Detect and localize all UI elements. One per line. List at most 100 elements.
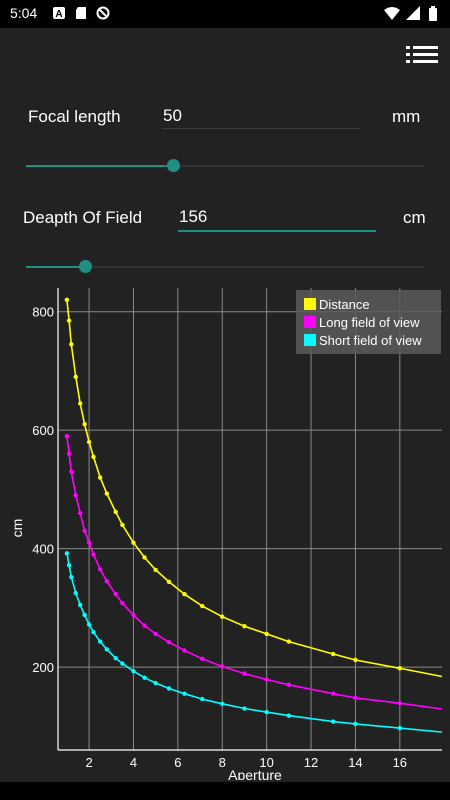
legend-swatch bbox=[304, 298, 316, 310]
wifi-icon bbox=[384, 7, 400, 20]
data-point bbox=[200, 656, 205, 661]
data-point bbox=[82, 612, 87, 618]
data-point bbox=[86, 540, 92, 545]
y-tick-label: 200 bbox=[32, 660, 54, 675]
data-point bbox=[104, 647, 110, 652]
data-point bbox=[69, 342, 74, 347]
data-point bbox=[182, 592, 187, 597]
data-point bbox=[64, 551, 70, 556]
data-point bbox=[97, 639, 103, 644]
status-bar: 5:04 A bbox=[0, 0, 450, 28]
data-point bbox=[264, 709, 269, 715]
list-menu-icon[interactable] bbox=[404, 44, 440, 66]
data-point bbox=[153, 680, 158, 686]
depth-of-field-input-underline bbox=[178, 230, 376, 232]
depth-of-field-label: Deapth Of Field bbox=[23, 208, 143, 227]
data-point bbox=[353, 721, 358, 727]
depth-of-field-slider-thumb[interactable] bbox=[79, 260, 93, 273]
data-point bbox=[353, 695, 358, 701]
data-point bbox=[120, 522, 125, 528]
data-point bbox=[200, 603, 205, 609]
data-point bbox=[66, 563, 72, 568]
focal-length-input[interactable]: 50 bbox=[163, 106, 182, 125]
data-point bbox=[242, 671, 247, 676]
data-point bbox=[131, 612, 136, 618]
depth-of-field-input[interactable]: 156 bbox=[179, 207, 208, 226]
data-point bbox=[64, 297, 70, 303]
chart-legend: Distance Long field of view Short field of… bbox=[296, 290, 441, 354]
data-point bbox=[220, 664, 225, 669]
x-tick-label: 14 bbox=[348, 755, 362, 770]
data-point bbox=[77, 602, 83, 608]
focal-length-slider-thumb[interactable] bbox=[166, 159, 180, 172]
data-point bbox=[97, 475, 103, 480]
series-2 bbox=[64, 551, 443, 733]
chart-series bbox=[64, 297, 443, 733]
data-point bbox=[242, 706, 247, 711]
data-point bbox=[182, 691, 187, 696]
series-line bbox=[66, 553, 400, 729]
x-tick-label: 8 bbox=[219, 755, 226, 770]
data-point bbox=[264, 677, 269, 682]
legend-box bbox=[296, 290, 441, 354]
data-point bbox=[286, 713, 292, 718]
data-point bbox=[82, 422, 87, 427]
data-point bbox=[66, 318, 72, 323]
x-tick-label: 6 bbox=[174, 755, 181, 770]
y-tick-label: 400 bbox=[32, 542, 54, 557]
data-point bbox=[77, 510, 83, 516]
data-point bbox=[64, 433, 70, 439]
data-point bbox=[131, 669, 136, 674]
battery-icon bbox=[429, 6, 437, 21]
focal-length-label: Focal length bbox=[28, 107, 121, 126]
svg-text:A: A bbox=[55, 9, 62, 20]
data-point bbox=[86, 439, 92, 445]
data-point bbox=[153, 631, 158, 637]
focal-length-unit: mm bbox=[392, 107, 421, 126]
data-point bbox=[353, 657, 358, 663]
data-point bbox=[113, 655, 118, 661]
series-1 bbox=[64, 433, 443, 710]
x-tick-label: 12 bbox=[304, 755, 318, 770]
chart-axes: 2 4 6 8 10 12 14 16 200 400 600 800 Aperture cm bbox=[9, 288, 442, 780]
focal-length-input-underline bbox=[162, 128, 360, 129]
data-point bbox=[120, 600, 125, 606]
x-axis-title: Aperture bbox=[228, 767, 282, 780]
legend-label: Distance bbox=[319, 297, 370, 312]
sd-card-icon bbox=[76, 7, 86, 19]
series-line-tail bbox=[399, 667, 443, 678]
data-point bbox=[331, 691, 336, 696]
data-point bbox=[166, 640, 172, 645]
y-axis-title: cm bbox=[9, 519, 25, 538]
series-line-tail bbox=[399, 702, 443, 710]
data-point bbox=[97, 567, 103, 572]
series-line bbox=[66, 436, 400, 704]
data-point bbox=[331, 719, 336, 724]
data-point bbox=[113, 509, 118, 515]
legend-label: Long field of view bbox=[319, 315, 420, 330]
data-point bbox=[182, 648, 187, 653]
data-point bbox=[73, 590, 78, 596]
data-point bbox=[200, 696, 205, 702]
data-point bbox=[397, 725, 403, 731]
x-tick-label: 10 bbox=[259, 755, 273, 770]
data-point bbox=[91, 629, 96, 635]
legend-label: Short field of view bbox=[319, 333, 422, 348]
data-point bbox=[142, 675, 147, 680]
data-point bbox=[69, 469, 74, 474]
data-point bbox=[142, 623, 147, 628]
data-point bbox=[264, 631, 269, 637]
data-point bbox=[91, 552, 96, 557]
data-point bbox=[131, 540, 136, 545]
focal-length-slider-fill bbox=[26, 165, 174, 167]
data-point bbox=[142, 555, 147, 560]
data-point bbox=[153, 567, 158, 573]
depth-of-field-slider-fill bbox=[26, 266, 86, 268]
data-point bbox=[120, 661, 125, 666]
depth-of-field-unit: cm bbox=[403, 208, 426, 227]
y-tick-label: 600 bbox=[32, 423, 54, 438]
signal-icon bbox=[406, 6, 420, 20]
data-point bbox=[331, 651, 336, 657]
x-tick-label: 2 bbox=[85, 755, 92, 770]
data-point bbox=[69, 574, 74, 580]
